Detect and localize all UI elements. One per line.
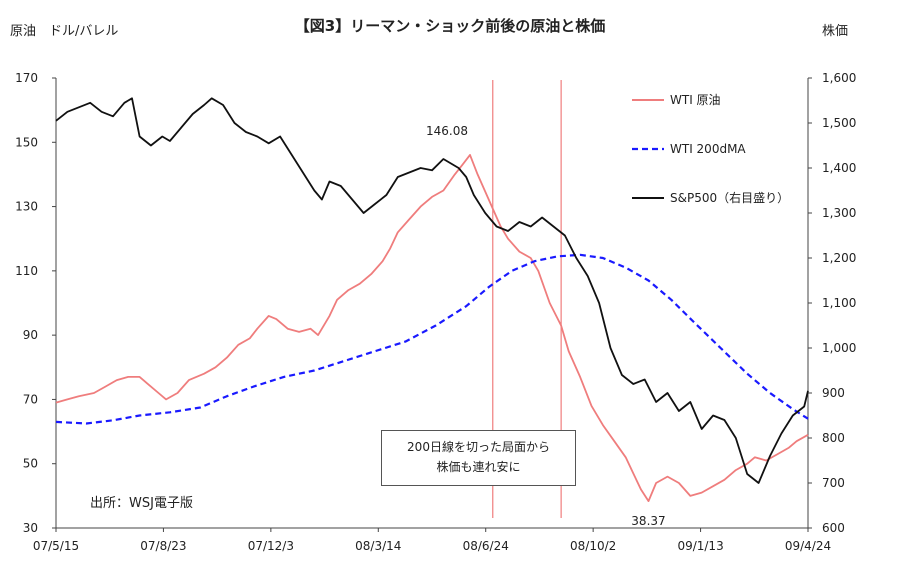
axes-layer: 170 150 130 110 90 70 50 30 1,600 1,500 1,400 1,300… [15, 71, 856, 553]
right-tick-label: 1,600 [822, 71, 856, 85]
x-tick-label: 07/8/23 [140, 539, 186, 553]
annotation-box: 200日線を切った局面から 株価も連れ安に [381, 430, 576, 486]
right-tick-label: 1,400 [822, 161, 856, 175]
right-tick-label: 1,100 [822, 296, 856, 310]
left-tick-label: 170 [15, 71, 38, 85]
annotation-line-1: 200日線を切った局面から [407, 440, 550, 454]
left-axis-unit: 原油 ドル/バレル [10, 24, 119, 39]
series-line-2 [55, 253, 809, 425]
left-tick-label: 150 [15, 135, 38, 149]
left-tick-label: 90 [23, 328, 38, 342]
right-tick-label: 600 [822, 521, 845, 535]
right-axis-unit: 株価 [822, 24, 849, 39]
source-note: 出所：WSJ電子版 [90, 496, 193, 511]
series-line-3 [55, 97, 809, 484]
right-tick-label: 800 [822, 431, 845, 445]
series-line-1 [55, 154, 809, 502]
left-tick-label: 70 [23, 392, 38, 406]
annotation-line-2: 株価も連れ安に [436, 460, 521, 474]
right-tick-label: 700 [822, 476, 845, 490]
series-layer [55, 97, 809, 502]
x-tick-label: 07/5/15 [33, 539, 79, 553]
legend-label-3: S&P500（右目盛り） [670, 190, 789, 205]
legend-label-1: WTI 原油 [670, 93, 721, 107]
legend-label-2: WTI 200dMA [670, 142, 746, 156]
right-tick-label: 1,200 [822, 251, 856, 265]
right-tick-label: 1,300 [822, 206, 856, 220]
x-tick-label: 07/12/3 [248, 539, 294, 553]
left-tick-label: 130 [15, 200, 38, 214]
oil-low-label: 38.37 [631, 514, 665, 528]
x-tick-label: 09/1/13 [677, 539, 723, 553]
x-tick-label: 09/4/24 [785, 539, 831, 553]
right-tick-label: 900 [822, 386, 845, 400]
x-tick-label: 08/6/24 [463, 539, 509, 553]
left-tick-label: 30 [23, 521, 38, 535]
left-tick-label: 50 [23, 457, 38, 471]
annotations: 146.08 38.37 [426, 124, 666, 528]
legend: WTI 原油 WTI 200dMA S&P500（右目盛り） [632, 93, 789, 205]
x-tick-label: 08/3/14 [355, 539, 401, 553]
chart-title: 【図3】リーマン・ショック前後の原油と株価 [294, 17, 606, 35]
right-tick-label: 1,000 [822, 341, 856, 355]
left-tick-label: 110 [15, 264, 38, 278]
oil-peak-label: 146.08 [426, 124, 468, 138]
right-tick-label: 1,500 [822, 116, 856, 130]
x-tick-label: 08/10/2 [570, 539, 616, 553]
